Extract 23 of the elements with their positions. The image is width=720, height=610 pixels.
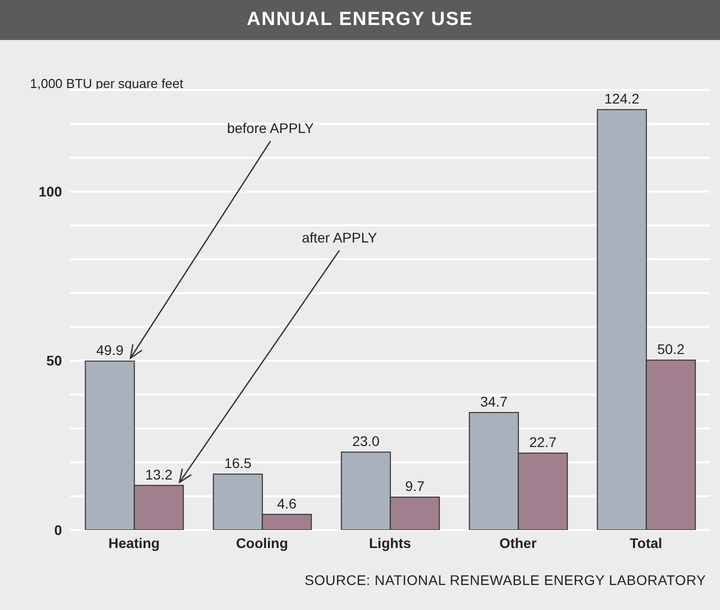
x-tick-label: Total bbox=[630, 534, 662, 551]
text: 4.6 bbox=[277, 495, 297, 512]
text: 16.5 bbox=[224, 455, 252, 472]
text: 124.2 bbox=[604, 90, 640, 107]
y-tick-label: 50 bbox=[46, 352, 62, 369]
source-note: SOURCE: NATIONAL RENEWABLE ENERGY LABORATORY bbox=[304, 572, 706, 588]
text: 22.7 bbox=[529, 434, 556, 450]
text: 34.7 bbox=[480, 394, 508, 410]
text: before APPLY bbox=[226, 120, 315, 136]
x-tick-label: Heating bbox=[108, 534, 160, 551]
chart-title: ANNUAL ENERGY USE bbox=[0, 0, 720, 40]
text: 23.0 bbox=[352, 433, 380, 450]
x-tick-label: Other bbox=[499, 534, 538, 551]
text: 50.2 bbox=[657, 341, 684, 358]
text: 9.7 bbox=[405, 478, 425, 494]
text: 13.2 bbox=[145, 466, 172, 482]
text: 49.9 bbox=[96, 342, 124, 358]
x-tick-label: Lights bbox=[369, 534, 412, 551]
x-tick-label: Cooling bbox=[236, 534, 288, 551]
y-tick-label: 100 bbox=[38, 184, 62, 200]
text: after APPLY bbox=[302, 229, 378, 246]
y-tick-label: 0 bbox=[54, 522, 62, 538]
y-axis-title: 1,000 BTU per square feet bbox=[30, 76, 184, 91]
